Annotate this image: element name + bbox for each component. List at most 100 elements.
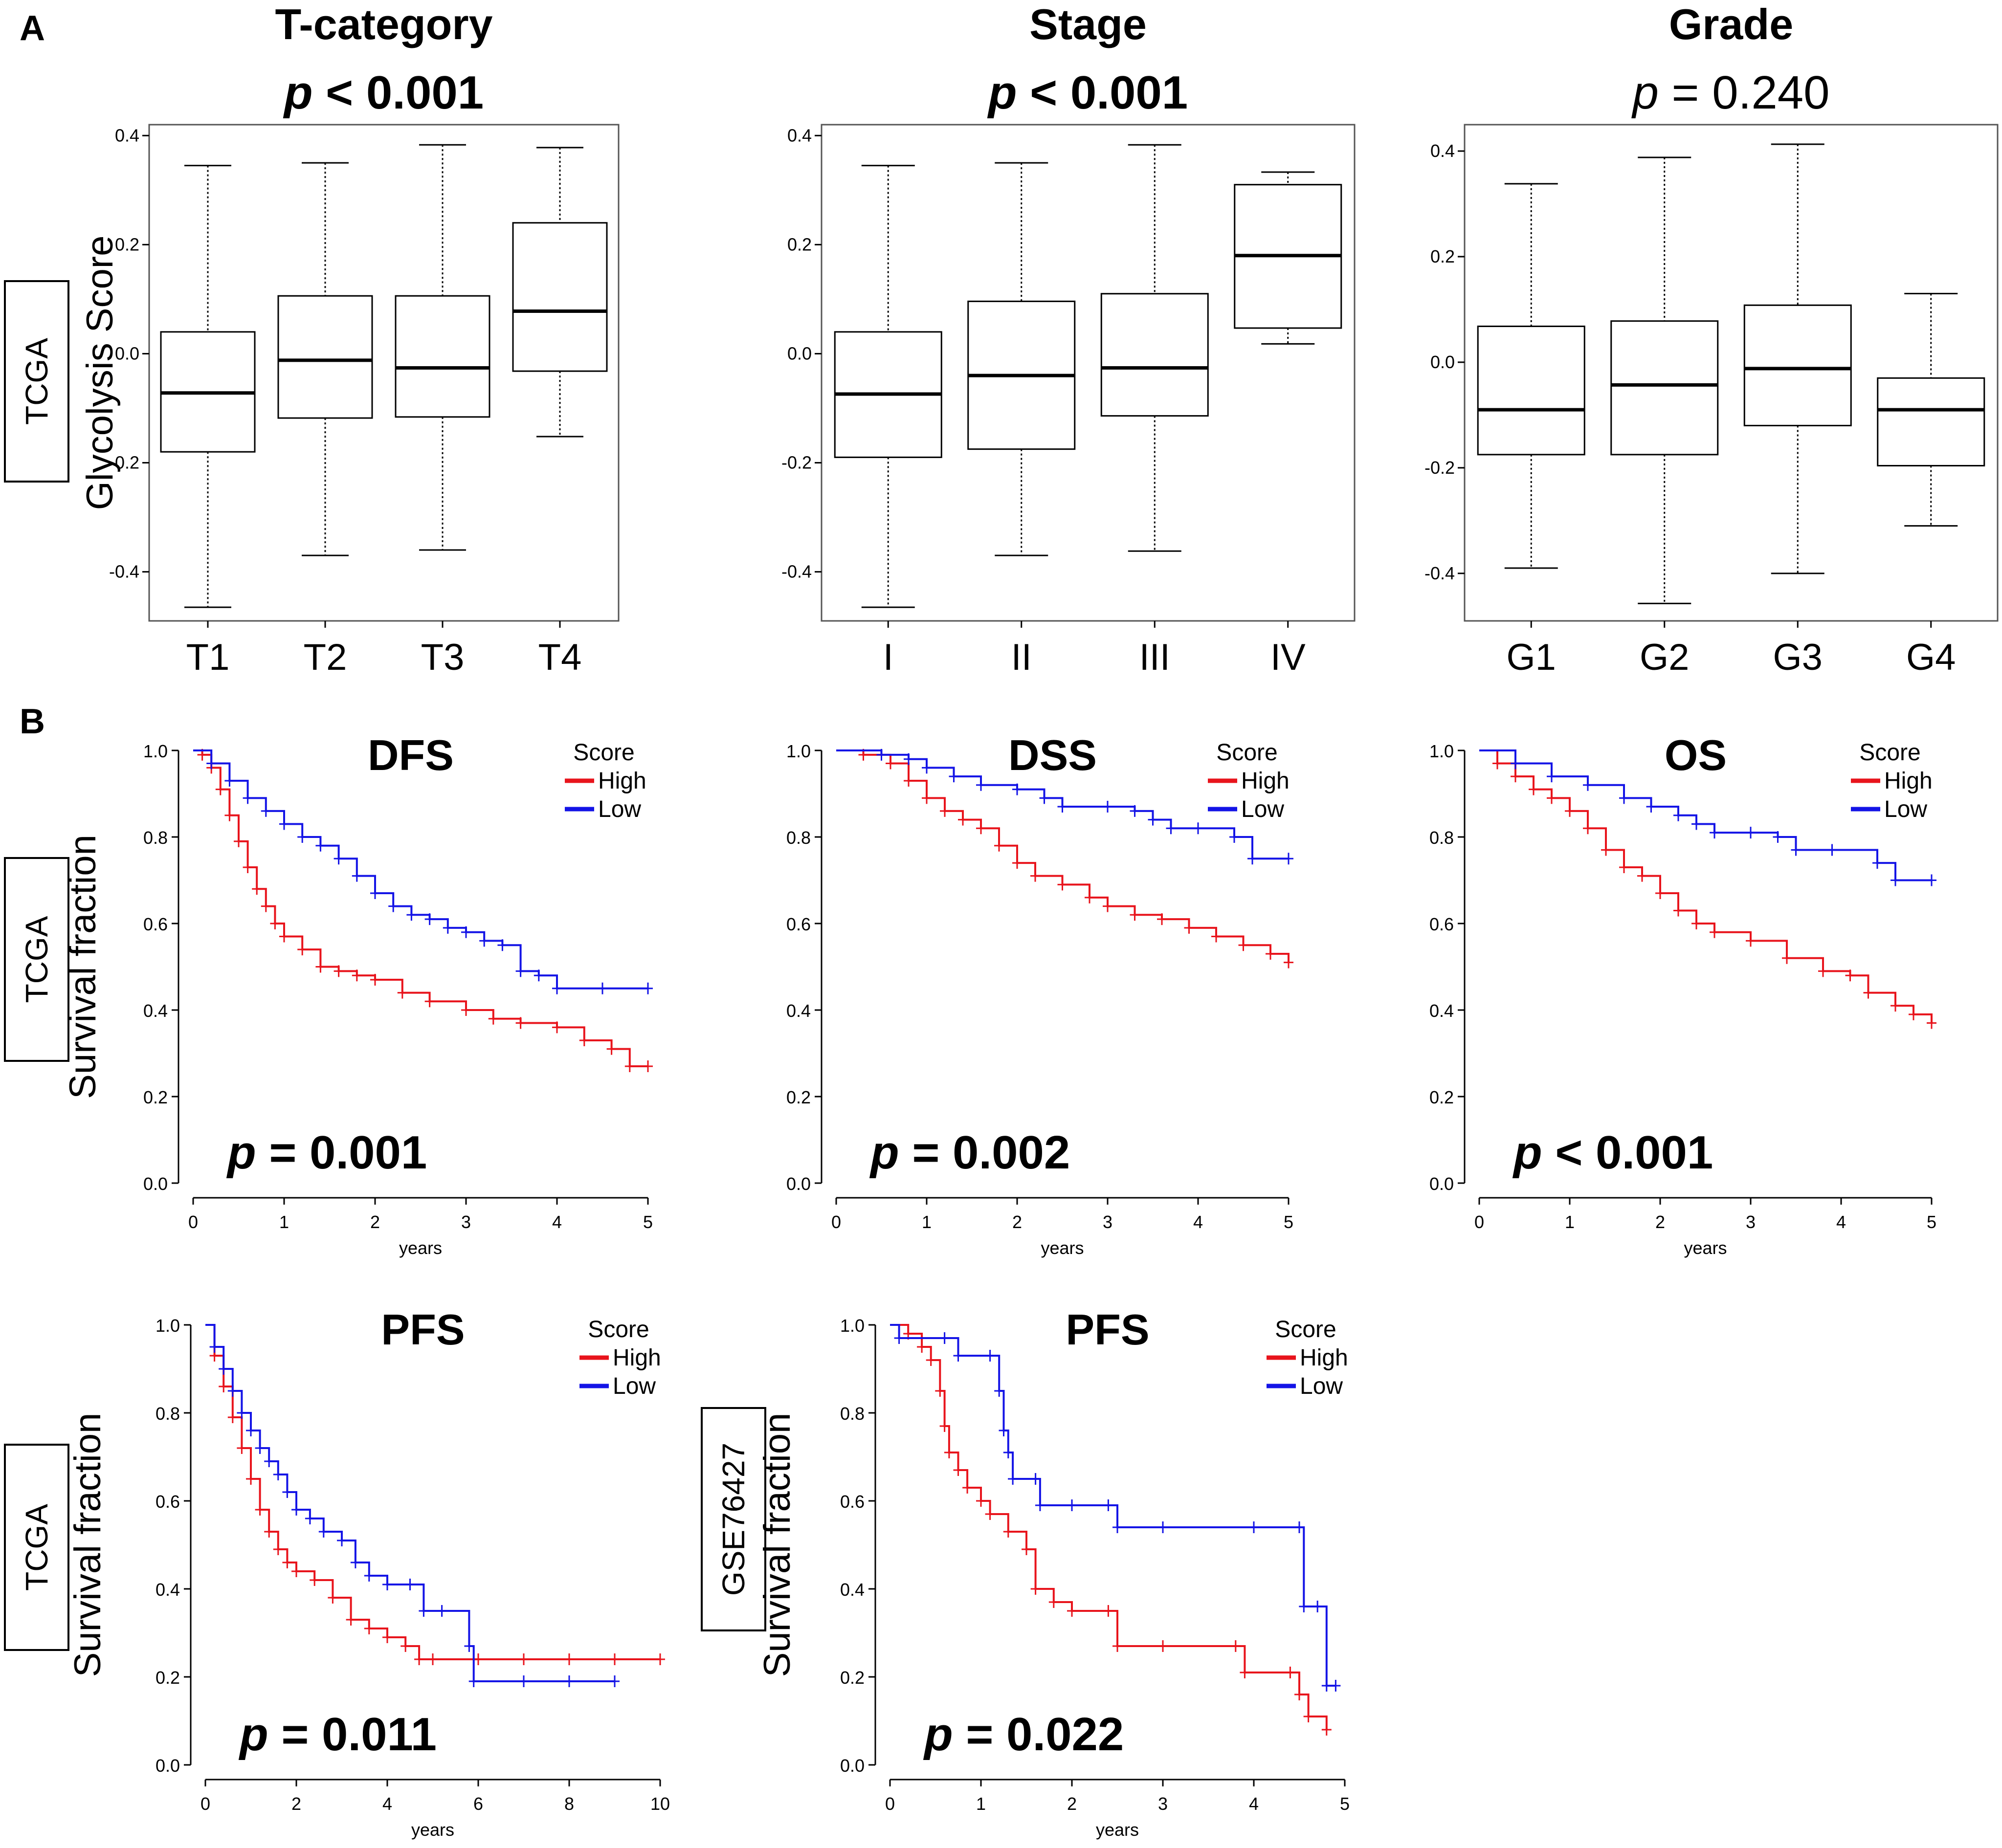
censor-mark [1619,861,1629,873]
x-tick-label: 8 [564,1794,574,1814]
censor-mark [370,887,380,900]
censor-mark [352,969,362,982]
censor-mark [894,1332,904,1344]
y-tick-label: -0.2 [109,453,139,473]
x-axis-label: years [1684,1238,1727,1258]
x-tick-label: 4 [1249,1794,1259,1814]
series-high [836,748,1293,968]
censor-mark [310,1574,320,1586]
censor-mark [364,1623,374,1634]
censor-mark [1637,870,1647,882]
censor-mark [926,1354,936,1366]
censor-mark [1266,947,1275,960]
censor-mark [1312,1601,1323,1612]
x-tick-label: 0 [188,1212,198,1232]
censor-mark [944,1447,954,1458]
cohort-label: TCGA [19,1504,54,1591]
censor-mark [1827,844,1837,856]
chart-pfs1: 0.0 0.2 0.4 0.6 0.8 1.0 0 2 4 6 8 10 years PFS Score Hi… [4,1305,670,1840]
censor-mark [953,1464,963,1476]
series-high [205,1324,665,1665]
km-curve-low [193,749,648,990]
censor-mark [350,1557,360,1568]
censor-mark [227,1385,238,1397]
censor-mark [1863,987,1873,999]
box-T3 [395,144,490,551]
legend-title: Score [588,1317,649,1342]
censor-mark [437,1605,447,1617]
x-axis-label: years [1041,1238,1084,1258]
censor-mark [397,987,407,999]
x-tick-label: 4 [552,1212,562,1232]
censor-mark [1294,1521,1304,1533]
legend-label-high: High [613,1345,661,1371]
legend-title: Score [1216,740,1277,766]
y-tick-label: 0.8 [840,1404,865,1424]
censor-mark [346,1614,356,1626]
y-axis-label: Survival fraction [756,1413,798,1677]
y-tick-label: 0.8 [786,828,811,848]
censor-mark [958,814,968,826]
censor-mark [270,918,280,929]
y-tick-label: 0.4 [1430,141,1455,161]
chart-title: Stage [1029,0,1147,48]
y-tick-label: 0.0 [787,343,812,363]
censor-mark [1112,1521,1122,1533]
censor-mark [1891,874,1900,886]
censor-mark [994,1385,1004,1397]
x-tick-label: 10 [650,1794,670,1814]
box-G4 [1877,293,1985,527]
y-tick-label: 0.4 [786,1001,811,1021]
x-tick-label: 5 [1340,1794,1350,1814]
censor-mark [1238,939,1248,951]
censor-mark [976,822,986,835]
iqr-box [395,295,490,418]
legend-label-low: Low [598,796,641,822]
censor-mark [246,1425,256,1436]
censor-mark [1012,783,1022,795]
y-tick-label: 0.2 [786,1087,811,1107]
censor-mark [953,1350,963,1362]
chart-pfs2: 0.0 0.2 0.4 0.6 0.8 1.0 0 1 2 3 4 5 years PFS Score Hig… [701,1305,1350,1840]
censor-mark [564,1653,574,1665]
y-tick-label: 0.2 [156,1668,180,1688]
y-axis-label: Survival fraction [67,1413,109,1677]
censor-mark [1691,818,1701,830]
censor-mark [1927,874,1936,886]
x-tick-label: 2 [291,1794,301,1814]
censor-mark [999,1425,1009,1436]
box-T2 [277,162,373,556]
y-tick-label: 0.6 [786,914,811,934]
censor-mark [282,1557,292,1568]
censor-mark [917,1341,927,1353]
censor-mark [305,1513,315,1524]
y-tick-label: 0.4 [115,125,139,145]
censor-mark [1511,770,1520,783]
censor-mark [1872,857,1882,869]
censor-mark [643,982,653,994]
censor-mark [237,1407,247,1419]
censor-mark [994,839,1004,852]
iqr-box [1477,325,1585,456]
x-tick-label: 2 [1012,1212,1022,1232]
censor-mark [209,1341,220,1353]
legend-label-low: Low [1884,796,1927,822]
box-T1 [160,165,256,608]
censor-mark [939,1420,950,1432]
y-tick-label: 0.4 [1429,1001,1454,1021]
censor-mark [252,883,262,895]
y-tick-label: 0.6 [156,1492,180,1512]
censor-mark [1845,969,1855,982]
censor-mark [1048,1596,1059,1608]
censor-mark [1285,1667,1295,1678]
y-tick-label: 0.2 [840,1668,865,1688]
censor-mark [461,1004,471,1016]
censor-mark [255,1504,265,1516]
censor-mark [406,909,417,921]
censor-mark [1891,1000,1900,1012]
y-tick-label: 0.8 [143,828,168,848]
censor-mark [1673,904,1683,917]
legend-label-low: Low [1241,796,1284,822]
panel-label-a: A [20,9,45,48]
